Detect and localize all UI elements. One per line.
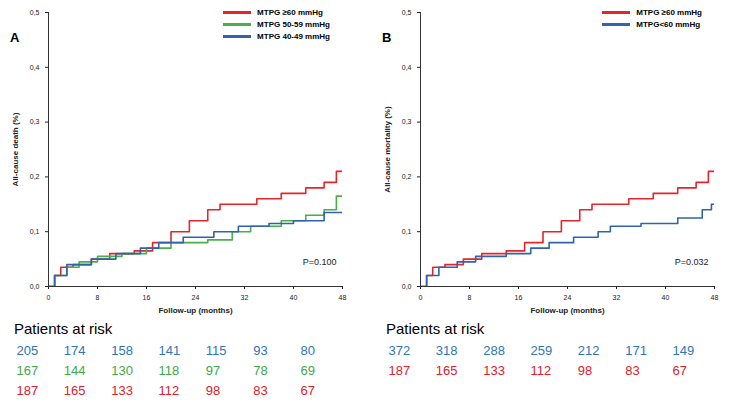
html-text:A: A: [10, 30, 20, 45]
svg-text:205: 205: [17, 343, 39, 358]
svg-text:32: 32: [613, 294, 621, 301]
svg-text:165: 165: [64, 383, 86, 398]
svg-text:112: 112: [531, 363, 552, 378]
html-text:Patients at risk: Patients at risk: [14, 320, 113, 337]
svg-text:P=0.100: P=0.100: [303, 257, 337, 267]
svg-text:372: 372: [389, 343, 411, 358]
svg-text:8: 8: [468, 294, 472, 301]
svg-text:78: 78: [253, 363, 267, 378]
html-text:MTPG ≥60 mmHg: MTPG ≥60 mmHg: [636, 8, 702, 17]
svg-text:141: 141: [159, 343, 181, 358]
svg-text:83: 83: [253, 383, 267, 398]
svg-text:259: 259: [531, 343, 553, 358]
svg-text:0,1: 0,1: [30, 228, 40, 235]
svg-text:115: 115: [206, 343, 227, 358]
html-text:MTPG 50-59 mmHg: MTPG 50-59 mmHg: [257, 20, 330, 29]
svg-text:24: 24: [192, 294, 200, 301]
svg-text:149: 149: [673, 343, 695, 358]
svg-text:0,4: 0,4: [402, 64, 412, 71]
html-text:MTPG ≥60 mmHg: MTPG ≥60 mmHg: [257, 8, 323, 17]
svg-text:67: 67: [301, 383, 315, 398]
svg-text:Follow-up (months): Follow-up (months): [158, 306, 233, 315]
html-text:MTPG 40-49 mmHg: MTPG 40-49 mmHg: [257, 32, 330, 41]
svg-text:0,5: 0,5: [30, 9, 40, 16]
svg-text:158: 158: [111, 343, 133, 358]
svg-text:All-cause mortality (%): All-cause mortality (%): [383, 106, 392, 193]
svg-text:130: 130: [111, 363, 133, 378]
svg-text:0,2: 0,2: [30, 173, 40, 180]
svg-text:187: 187: [17, 383, 39, 398]
html-text:Patients at risk: Patients at risk: [386, 320, 485, 337]
svg-text:118: 118: [159, 363, 180, 378]
svg-text:0: 0: [47, 294, 51, 301]
svg-text:174: 174: [64, 343, 86, 358]
svg-text:48: 48: [711, 294, 719, 301]
svg-text:0,3: 0,3: [30, 118, 40, 125]
svg-text:8: 8: [96, 294, 100, 301]
svg-text:0,4: 0,4: [30, 64, 40, 71]
svg-text:318: 318: [436, 343, 458, 358]
svg-text:0,2: 0,2: [402, 173, 412, 180]
svg-text:165: 165: [436, 363, 458, 378]
svg-text:212: 212: [578, 343, 600, 358]
svg-text:98: 98: [206, 383, 220, 398]
svg-text:32: 32: [241, 294, 249, 301]
svg-text:67: 67: [673, 363, 687, 378]
svg-text:133: 133: [111, 383, 133, 398]
svg-text:93: 93: [253, 343, 267, 358]
svg-text:288: 288: [483, 343, 505, 358]
svg-text:69: 69: [301, 363, 315, 378]
svg-text:P=0.032: P=0.032: [675, 257, 709, 267]
svg-text:112: 112: [159, 383, 180, 398]
svg-text:48: 48: [339, 294, 347, 301]
svg-text:0,0: 0,0: [30, 283, 40, 290]
svg-text:Follow-up (months): Follow-up (months): [530, 306, 605, 315]
svg-text:171: 171: [625, 343, 647, 358]
svg-text:0,5: 0,5: [402, 9, 412, 16]
svg-text:40: 40: [290, 294, 298, 301]
svg-text:16: 16: [515, 294, 523, 301]
svg-text:97: 97: [206, 363, 220, 378]
svg-text:40: 40: [662, 294, 670, 301]
svg-text:0: 0: [419, 294, 423, 301]
svg-text:167: 167: [17, 363, 39, 378]
svg-text:24: 24: [564, 294, 572, 301]
svg-text:144: 144: [64, 363, 86, 378]
svg-text:83: 83: [625, 363, 639, 378]
svg-text:0,3: 0,3: [402, 118, 412, 125]
svg-text:0,0: 0,0: [402, 283, 412, 290]
svg-text:98: 98: [578, 363, 592, 378]
svg-text:133: 133: [483, 363, 505, 378]
html-text:B: B: [382, 30, 392, 45]
svg-text:80: 80: [301, 343, 315, 358]
html-text:MTPG<60 mmHg: MTPG<60 mmHg: [636, 20, 701, 29]
svg-text:All-cause death (%): All-cause death (%): [11, 112, 20, 186]
svg-text:0,1: 0,1: [402, 228, 412, 235]
svg-text:16: 16: [143, 294, 151, 301]
svg-text:187: 187: [389, 363, 411, 378]
